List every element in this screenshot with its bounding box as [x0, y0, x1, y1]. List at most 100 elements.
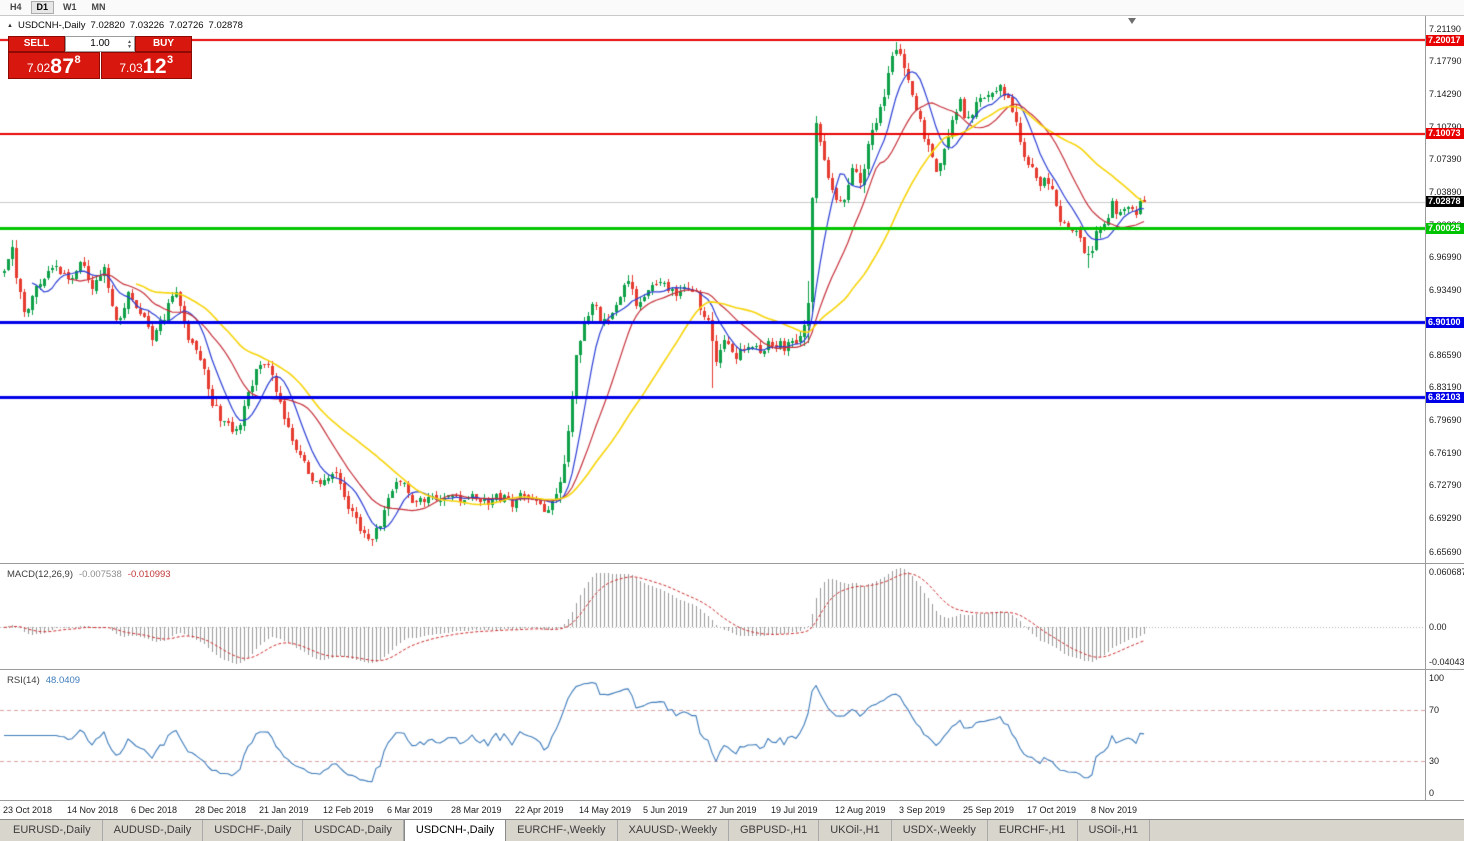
timeframe-button-d1[interactable]: D1: [30, 1, 55, 14]
ohlc-low: 7.02726: [169, 20, 204, 31]
volume-value: 1.00: [90, 38, 110, 49]
chart-tab[interactable]: USDCNH-,Daily: [403, 820, 507, 841]
hline-price-label: 6.90100: [1426, 316, 1464, 328]
chart-tabs-bar: EURUSD-,Daily AUDUSD-,Daily USDCHF-,Daily U…: [0, 819, 1464, 841]
chart-shift-marker-icon[interactable]: [1128, 18, 1136, 24]
price-axis-tick: 7.03890: [1429, 187, 1462, 198]
time-axis-label: 5 Jun 2019: [643, 805, 688, 815]
volume-spinner: ▲ ▼: [127, 37, 132, 53]
buy-button[interactable]: BUY: [135, 36, 192, 52]
chart-tab[interactable]: EURUSD-,Daily: [2, 820, 103, 841]
price-axis-tick: 6.86590: [1429, 350, 1462, 361]
volume-down-icon[interactable]: ▼: [127, 44, 132, 50]
hline-price-label: 6.82103: [1426, 391, 1464, 403]
chart-tab[interactable]: EURCHF-,H1: [988, 820, 1078, 841]
price-chart-canvas[interactable]: [0, 17, 1425, 563]
chart-tab[interactable]: AUDUSD-,Daily: [103, 820, 204, 841]
current-price-label: 7.02878: [1426, 196, 1464, 208]
chart-tab[interactable]: USDX-,Weekly: [892, 820, 988, 841]
time-axis-label: 17 Oct 2019: [1027, 805, 1077, 815]
macd-name: MACD(12,26,9): [7, 569, 73, 580]
price-axis-tick: 7.10790: [1429, 122, 1462, 133]
indicator-axis-label: 0.060687: [1429, 567, 1464, 577]
indicator-axis-label: 100: [1429, 673, 1445, 683]
indicator-axis-label: 30: [1429, 756, 1440, 767]
one-click-trading-panel: SELL 1.00 ▲ ▼ BUY 7.02 87 8 7.03 12 3: [8, 36, 192, 79]
buy-price-display[interactable]: 7.03 12 3: [100, 52, 192, 79]
rsi-name: RSI(14): [7, 675, 40, 686]
time-axis-label: 21 Jan 2019: [259, 805, 309, 815]
buy-price-pips: 12: [142, 55, 168, 78]
price-axis-tick: 6.79690: [1429, 415, 1462, 425]
chart-tab[interactable]: EURCHF-,Weekly: [506, 820, 618, 841]
indicator-axis-label: 0: [1429, 788, 1435, 798]
price-axis-tick: 6.96990: [1429, 252, 1462, 263]
symbol-label: USDCNH-,Daily: [17, 20, 86, 31]
hline-price-label: 7.10073: [1426, 128, 1464, 140]
price-axis-tick: 6.72790: [1429, 479, 1462, 490]
sell-price-pips: 87: [50, 55, 75, 78]
pane-divider[interactable]: [0, 563, 1464, 564]
chart-tab[interactable]: UKOil-,H1: [819, 820, 892, 841]
volume-input[interactable]: 1.00 ▲ ▼: [65, 36, 135, 52]
ohlc-open: 7.02820: [90, 20, 125, 31]
macd-label: MACD(12,26,9) -0.007538 -0.010993: [7, 569, 171, 580]
chart-tab[interactable]: USDCAD-,Daily: [303, 820, 404, 841]
buy-price-frac: 3: [167, 54, 174, 66]
hline-price-label: 7.00025: [1426, 223, 1464, 235]
chart-tab[interactable]: XAUUSD-,Weekly: [618, 820, 729, 841]
sell-price-base: 7.02: [26, 61, 51, 75]
time-axis-label: 6 Dec 2018: [131, 805, 178, 815]
time-axis-label: 25 Sep 2019: [963, 805, 1015, 815]
macd-main-value: -0.007538: [79, 569, 122, 580]
time-axis-label: 14 May 2019: [579, 805, 632, 815]
volume-up-icon[interactable]: ▲: [127, 39, 132, 45]
sell-price-frac: 8: [74, 54, 81, 66]
time-axis-label: 19 Jul 2019: [771, 805, 818, 815]
time-axis-label: 6 Mar 2019: [387, 805, 433, 815]
time-axis-label: 12 Aug 2019: [835, 805, 886, 815]
price-axis-tick: 6.93490: [1429, 285, 1462, 296]
timeframe-button-w1[interactable]: W1: [57, 1, 83, 14]
time-axis-label: 27 Jun 2019: [707, 805, 757, 815]
time-axis-label: 23 Oct 2018: [3, 805, 53, 815]
macd-pane-canvas[interactable]: [0, 565, 1425, 669]
sell-price-display[interactable]: 7.02 87 8: [8, 52, 100, 79]
price-axis-divider: [1425, 16, 1426, 819]
macd-signal-value: -0.010993: [127, 569, 171, 580]
time-axis[interactable]: 23 Oct 2018 14 Nov 2018 6 Dec 2018 28 Dec 2…: [0, 800, 1464, 819]
price-axis-tick: 6.76190: [1429, 447, 1462, 458]
chart-tab[interactable]: USOil-,H1: [1078, 820, 1151, 841]
symbol-marker-icon: ▲: [7, 22, 13, 29]
rsi-pane-canvas[interactable]: [0, 671, 1425, 800]
timeframe-button-h4[interactable]: H4: [4, 1, 28, 14]
price-axis-tick: 7.07390: [1429, 154, 1462, 165]
price-axis-tick: 6.69290: [1429, 512, 1462, 523]
price-axis-tick: 6.65690: [1429, 546, 1462, 557]
time-axis-label: 8 Nov 2019: [1091, 805, 1138, 815]
time-axis-label: 12 Feb 2019: [323, 805, 374, 815]
time-axis-label: 28 Dec 2018: [195, 805, 247, 815]
indicator-axis-label: 70: [1429, 704, 1440, 715]
time-axis-label: 22 Apr 2019: [515, 805, 564, 815]
chart-ohlc-header: ▲ USDCNH-,Daily 7.02820 7.03226 7.02726 …: [7, 20, 243, 31]
price-axis-tick: 6.83190: [1429, 382, 1462, 393]
chart-tab[interactable]: GBPUSD-,H1: [729, 820, 820, 841]
ohlc-close: 7.02878: [208, 20, 243, 31]
pane-divider[interactable]: [0, 669, 1464, 670]
price-axis-tick: 7.21190: [1429, 24, 1461, 35]
price-axis-tick: 7.14290: [1429, 89, 1462, 100]
time-axis-label: 3 Sep 2019: [899, 805, 946, 815]
time-axis-label: 14 Nov 2018: [67, 805, 119, 815]
indicator-axis-label: -0.040435: [1429, 657, 1464, 667]
timeframe-toolbar: H4 D1 W1 MN: [0, 0, 1464, 16]
indicator-axis-label: 0.00: [1429, 622, 1447, 632]
rsi-value: 48.0409: [45, 675, 81, 686]
timeframe-button-mn[interactable]: MN: [86, 1, 112, 14]
rsi-label: RSI(14) 48.0409: [7, 675, 80, 686]
sell-button[interactable]: SELL: [8, 36, 65, 52]
time-axis-label: 28 Mar 2019: [451, 805, 502, 815]
chart-tab[interactable]: USDCHF-,Daily: [203, 820, 304, 841]
price-axis-tick: 7.17790: [1429, 56, 1462, 67]
